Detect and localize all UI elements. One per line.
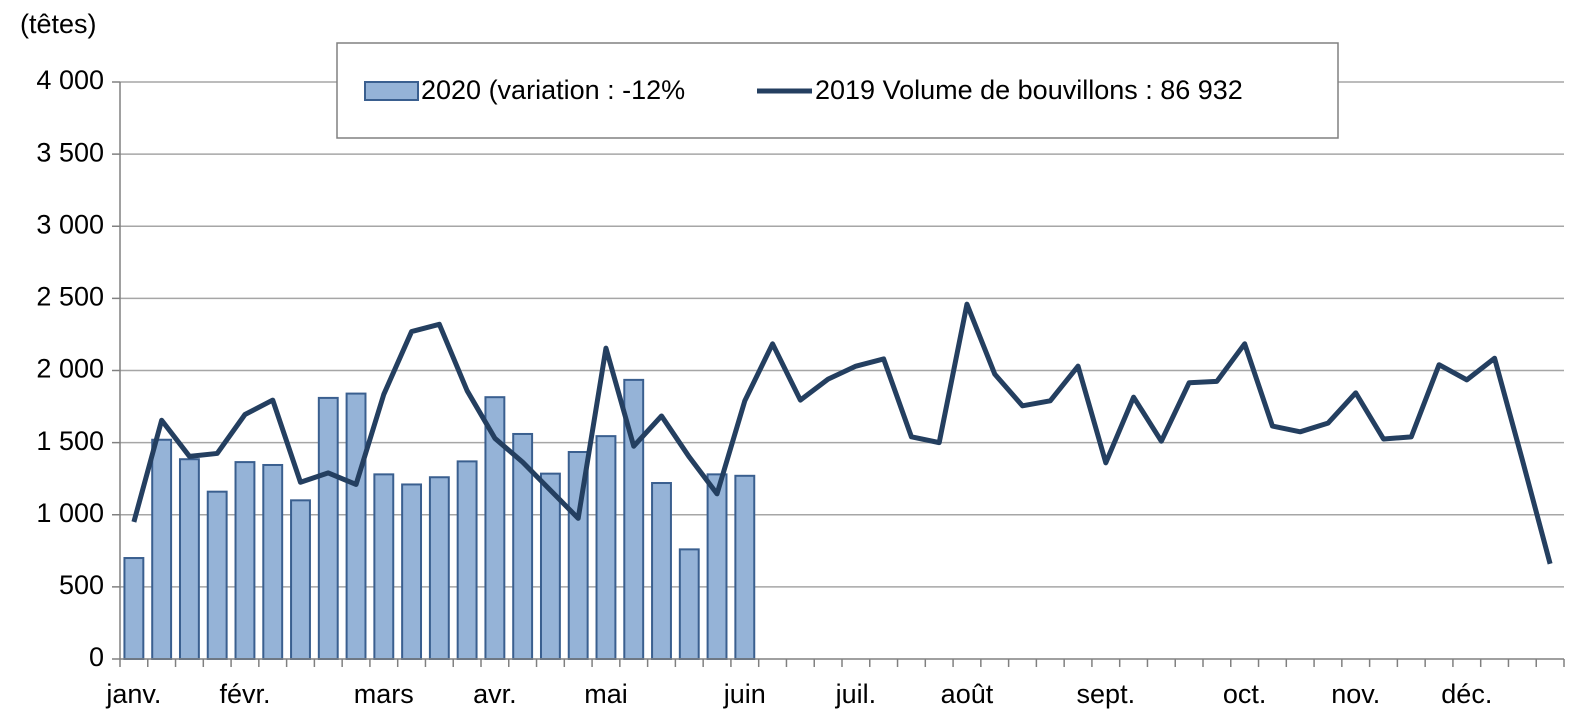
bar — [262, 463, 284, 661]
bar — [456, 460, 478, 660]
y-tick-label: 3 000 — [36, 209, 104, 239]
bar — [651, 482, 672, 661]
x-tick-label: janv. — [105, 679, 161, 709]
x-tick-label: nov. — [1331, 679, 1380, 709]
bar — [345, 392, 367, 660]
bar — [178, 458, 200, 660]
y-tick-label: 1 000 — [36, 498, 104, 528]
legend-label: 2019 Volume de bouvillons : 86 932 — [815, 75, 1243, 105]
x-tick-label: avr. — [473, 679, 517, 709]
legend-box — [336, 42, 1339, 139]
bar — [401, 483, 423, 660]
bar — [373, 473, 395, 660]
bar — [706, 473, 728, 660]
bar — [595, 435, 617, 661]
x-tick-label: oct. — [1223, 679, 1267, 709]
y-tick-label: 4 000 — [36, 65, 104, 95]
x-tick-label: févr. — [219, 679, 270, 709]
x-tick-label: août — [941, 679, 994, 709]
bar — [206, 490, 228, 661]
bar — [539, 472, 561, 661]
line — [131, 301, 1553, 565]
y-tick-label: 500 — [59, 570, 104, 600]
x-tick-label: déc. — [1441, 679, 1492, 709]
y-tick-label: 0 — [89, 642, 104, 672]
x-tick-label: mai — [584, 679, 628, 709]
bar — [290, 499, 311, 661]
x-tick-label: mars — [354, 679, 414, 709]
bar — [734, 474, 756, 660]
y-tick-label: 2 000 — [36, 354, 104, 384]
bar — [123, 557, 145, 661]
y-tick-label: 1 500 — [36, 426, 104, 456]
legend: 2020 (variation : -12% 2019 Volume de bou… — [336, 42, 1339, 139]
bar — [317, 396, 339, 660]
x-tick-label: sept. — [1077, 679, 1136, 709]
y-tick-label: 2 500 — [36, 282, 104, 312]
bar — [234, 461, 256, 660]
y-tick-label: 3 500 — [36, 137, 104, 167]
x-tick-label: juil. — [835, 679, 877, 709]
bar — [428, 476, 450, 660]
x-tick-label: juin — [723, 679, 766, 709]
y-axis-label: (têtes) — [20, 9, 97, 39]
legend-label: 2020 (variation : -12% — [421, 75, 685, 105]
bar — [678, 548, 700, 660]
legend-swatch — [364, 81, 419, 101]
bar — [151, 438, 173, 660]
